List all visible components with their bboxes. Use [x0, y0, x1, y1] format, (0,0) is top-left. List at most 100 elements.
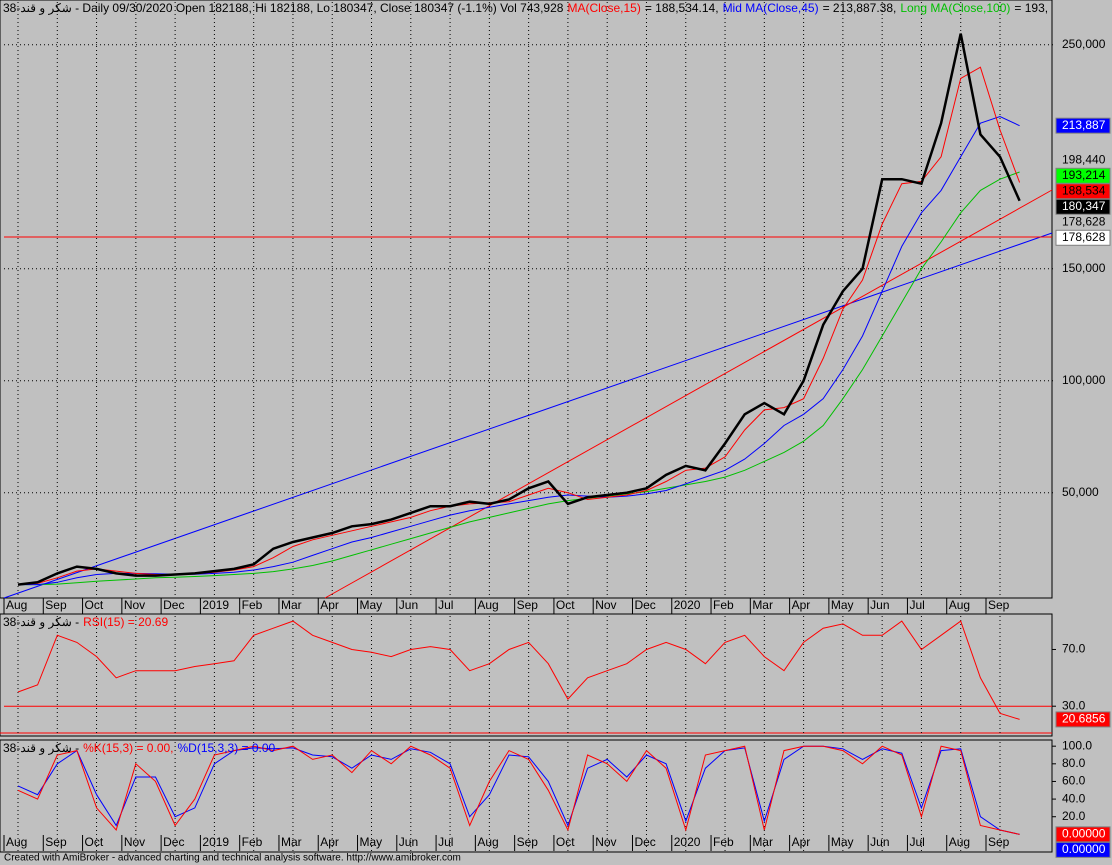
x-tick-label: May: [360, 835, 383, 849]
x-tick-label: Aug: [6, 598, 27, 612]
x-tick-label: 2020: [674, 598, 701, 612]
x-tick-label: Nov: [595, 598, 616, 612]
x-tick-label: Oct: [85, 598, 104, 612]
x-tick-label: Sep: [988, 598, 1010, 612]
pane-title: 38-شکر و قند - Daily 09/30/2020 Open 182…: [3, 1, 1048, 15]
title-part: = 193,: [1014, 1, 1048, 15]
title-part: = 188,534.14,: [645, 1, 719, 15]
x-tick-label: Feb: [242, 835, 263, 849]
x-tick-label: Jun: [399, 835, 418, 849]
value-label: 0.00000: [1062, 842, 1106, 856]
x-tick-label: 2019: [202, 835, 229, 849]
y-tick-label: 60.0: [1062, 774, 1086, 788]
x-tick-label: 2019: [202, 598, 229, 612]
x-tick-label: Dec: [163, 835, 184, 849]
value-label: 188,534: [1062, 183, 1106, 197]
title-part: MA(Close,15): [567, 1, 640, 15]
value-label: 180,347: [1062, 199, 1106, 213]
x-tick-label: May: [360, 598, 383, 612]
x-tick-label: Nov: [124, 598, 145, 612]
value-label: 198,440: [1062, 152, 1106, 166]
x-tick-label: Aug: [949, 835, 970, 849]
trend-line: [324, 189, 1053, 599]
y-tick-label: 250,000: [1062, 37, 1106, 51]
x-tick-label: Jun: [870, 835, 889, 849]
x-tick-label: Sep: [988, 835, 1010, 849]
x-tick-label: May: [831, 598, 854, 612]
x-tick-label: Jun: [399, 598, 418, 612]
y-tick-label: 80.0: [1062, 756, 1086, 770]
x-tick-label: Sep: [517, 835, 539, 849]
x-tick-label: Nov: [595, 835, 616, 849]
x-tick-label: Apr: [792, 835, 811, 849]
title-part: Long MA(Close,100): [900, 1, 1010, 15]
pane-title: 38-شکر و قند - RSI(15) = 20.69: [3, 615, 168, 629]
x-tick-label: Nov: [124, 835, 145, 849]
x-tick-label: Sep: [45, 835, 67, 849]
x-tick-label: Feb: [242, 598, 263, 612]
x-tick-label: Dec: [163, 598, 184, 612]
x-tick-label: Sep: [45, 598, 67, 612]
series-line: [17, 620, 1020, 720]
x-tick-label: Mar: [752, 598, 773, 612]
x-tick-label: Aug: [949, 598, 970, 612]
y-tick-label: 70.0: [1062, 642, 1086, 656]
title-part: RSI(15) = 20.69: [83, 615, 168, 629]
series-line: [17, 745, 1020, 835]
y-tick-label: 100,000: [1062, 373, 1106, 387]
x-tick-label: Aug: [6, 835, 27, 849]
value-label: 193,214: [1062, 168, 1106, 182]
value-box: [1055, 841, 1111, 858]
x-tick-label: Aug: [477, 835, 498, 849]
x-tick-label: Dec: [634, 835, 655, 849]
x-tick-label: Feb: [713, 835, 734, 849]
value-box: [1055, 198, 1111, 215]
x-tick-label: Mar: [752, 835, 773, 849]
x-tick-label: Oct: [556, 835, 575, 849]
value-label: 20.6856: [1062, 712, 1106, 726]
title-part: 38-شکر و قند -: [3, 615, 79, 629]
pane-title: 38-شکر و قند - %K(15,3) = 0.00, %D(15,3,3)…: [3, 741, 276, 755]
value-label: 178,628: [1062, 230, 1106, 244]
x-tick-label: Jul: [909, 598, 924, 612]
x-tick-label: Oct: [556, 598, 575, 612]
series-line: [18, 171, 1020, 586]
x-tick-label: Aug: [477, 598, 498, 612]
x-tick-label: Feb: [713, 598, 734, 612]
trend-line: [3, 232, 1053, 599]
x-tick-label: May: [831, 835, 854, 849]
title-part: 38-شکر و قند -: [3, 741, 79, 755]
price-pane: [0, 0, 1053, 599]
rsi-pane: [0, 613, 1053, 737]
title-part: Mid MA(Close,45): [723, 1, 819, 15]
x-tick-label: Dec: [634, 598, 655, 612]
title-part: = 213,887.38,: [823, 1, 897, 15]
value-label: 0.00000: [1062, 827, 1106, 841]
y-tick-label: 40.0: [1062, 791, 1086, 805]
x-tick-label: Jul: [438, 835, 453, 849]
x-tick-label: Apr: [792, 598, 811, 612]
series-line: [17, 33, 1021, 586]
x-tick-label: Sep: [517, 598, 539, 612]
y-tick-label: 100.0: [1062, 738, 1092, 752]
title-part: %D(15,3,3) = 0.00: [178, 741, 276, 755]
value-label: 178,628: [1062, 214, 1106, 228]
x-tick-label: Oct: [85, 835, 104, 849]
footer: Created with AmiBroker - advanced charti…: [4, 853, 461, 864]
x-tick-label: Jun: [870, 598, 889, 612]
value-box: [1055, 229, 1111, 246]
value-box: [1055, 711, 1111, 728]
x-tick-label: Apr: [320, 598, 339, 612]
y-tick-label: 150,000: [1062, 261, 1106, 275]
y-tick-label: 20.0: [1062, 809, 1086, 823]
x-tick-label: Jul: [438, 598, 453, 612]
x-tick-label: Mar: [281, 598, 302, 612]
x-tick-label: Jul: [909, 835, 924, 849]
value-label: 213,887: [1062, 118, 1106, 132]
x-tick-label: Mar: [281, 835, 302, 849]
value-box: [1055, 117, 1111, 134]
title-part: %K(15,3) = 0.00,: [83, 741, 173, 755]
y-tick-label: 30.0: [1062, 698, 1086, 712]
y-tick-label: 50,000: [1062, 485, 1099, 499]
